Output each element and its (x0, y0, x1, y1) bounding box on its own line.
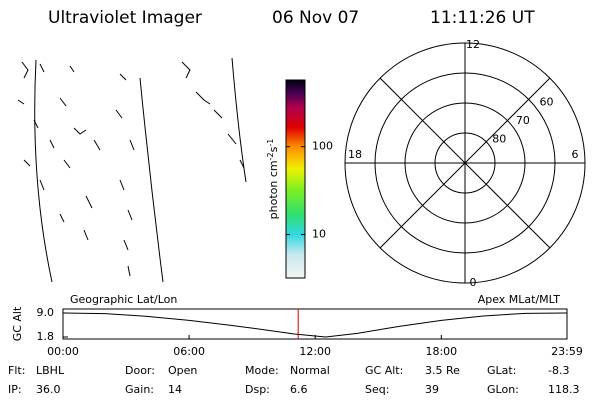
mlt-label: 6 (572, 148, 579, 161)
timeline-ylabel: GC Alt (11, 306, 24, 341)
date: 06 Nov 07 (272, 8, 359, 28)
field-label: Door: (125, 364, 155, 377)
x-tick-label: 00:00 (47, 345, 79, 358)
timeline-left-label: Geographic Lat/Lon (70, 293, 177, 306)
field-value: 3.5 Re (425, 364, 460, 377)
colorbar-tick-label: 100 (312, 140, 333, 153)
field-value: 118.3 (548, 383, 580, 396)
lat-ring (374, 72, 556, 254)
lat-ring (404, 102, 526, 224)
time: 11:11:26 UT (430, 8, 535, 28)
lat-ring (434, 132, 496, 194)
field-value: 14 (168, 383, 182, 396)
image-graticule (17, 57, 247, 283)
field-label: Flt: (8, 364, 25, 377)
mlt-label: 12 (466, 38, 480, 51)
field-value: 36.0 (36, 383, 61, 396)
colorbar-label-part: -1 (266, 139, 275, 147)
field-label: Mode: (245, 364, 279, 377)
field-label: GLon: (487, 383, 519, 396)
field-value: 39 (425, 383, 439, 396)
field-value: Normal (290, 364, 330, 377)
field-value: -8.3 (548, 364, 569, 377)
colorbar (285, 79, 306, 279)
field-value: Open (168, 364, 197, 377)
mlt-label: 18 (348, 148, 362, 161)
x-tick-label: 12:00 (299, 345, 331, 358)
colorbar-label-part: -2 (266, 152, 275, 160)
instrument: Ultraviolet Imager (48, 8, 202, 28)
gc-alt-line (62, 312, 568, 338)
lat-ring-label: 80 (492, 132, 506, 145)
y-tick-label: 9.0 (37, 306, 55, 319)
field-label: GC Alt: (365, 364, 403, 377)
field-value: 6.6 (290, 383, 308, 396)
field-label: Gain: (125, 383, 154, 396)
colorbar-label-part: s (267, 146, 280, 152)
lat-ring-label: 70 (516, 114, 530, 127)
polar-spoke (379, 77, 551, 249)
colorbar-label: photon cm-2s-1 (266, 139, 281, 220)
field-label: Dsp: (245, 383, 270, 396)
timeline-frame (62, 308, 568, 340)
mlt-label: 0 (470, 276, 477, 289)
colorbar-label-part: photon cm (267, 160, 280, 219)
field-label: Seq: (365, 383, 389, 396)
field-label: GLat: (487, 364, 516, 377)
field-label: IP: (8, 383, 22, 396)
y-tick-label: 1.8 (37, 330, 55, 343)
x-tick-label: 18:00 (425, 345, 457, 358)
x-tick-label: 06:00 (173, 345, 205, 358)
field-value: LBHL (36, 364, 65, 377)
timeline-right-label: Apex MLat/MLT (478, 293, 561, 306)
lat-ring-label: 60 (539, 95, 553, 108)
x-tick-label: 23:59 (551, 345, 583, 358)
colorbar-tick-label: 10 (312, 228, 326, 241)
